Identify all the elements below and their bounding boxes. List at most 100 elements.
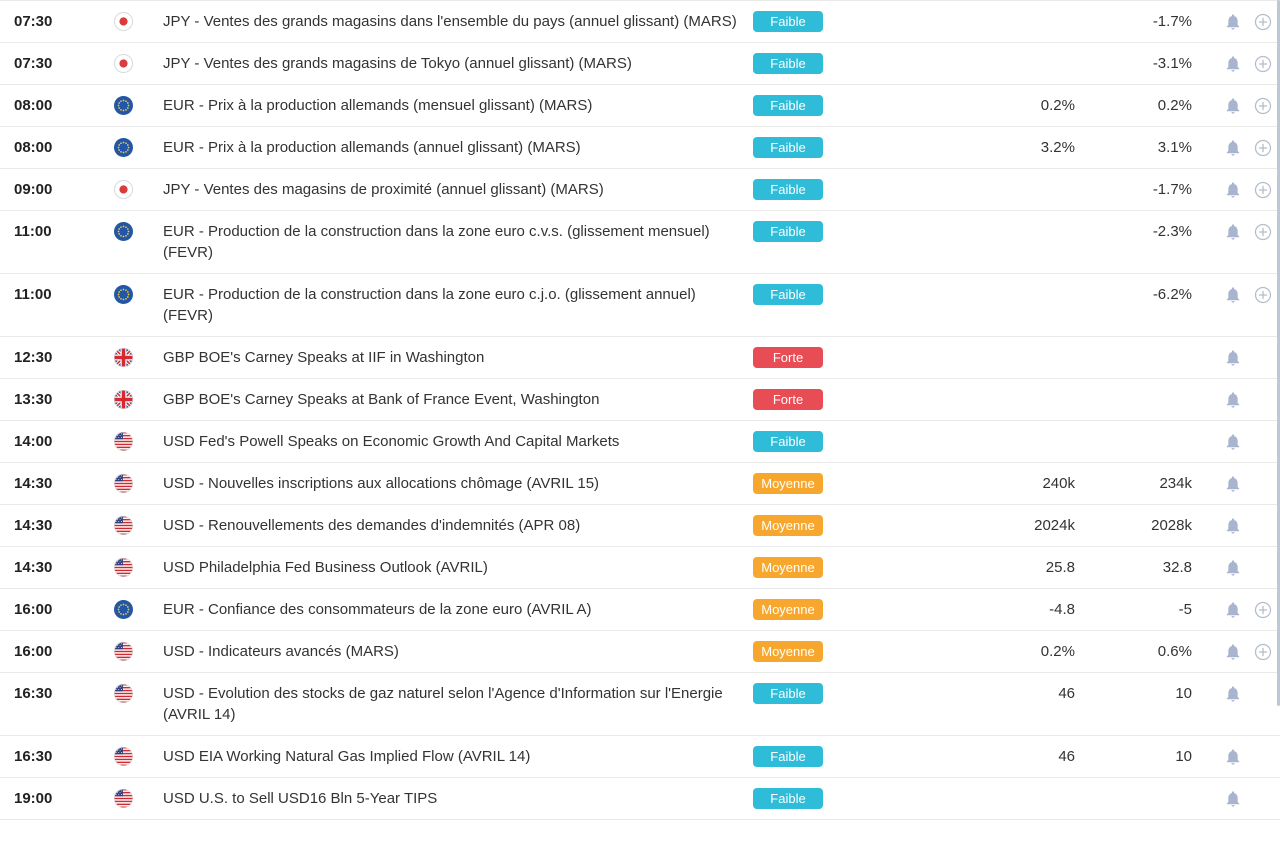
forecast-value: 240k <box>1042 475 1075 492</box>
bell-icon[interactable] <box>1218 221 1248 242</box>
previous-value: 0.6% <box>1157 643 1192 660</box>
plus-circle-icon[interactable] <box>1248 137 1278 158</box>
previous-value: -1.7% <box>1152 13 1192 30</box>
bell-icon[interactable] <box>1218 788 1248 809</box>
event-row: 16:00 USD - Indicateurs avancés (MARS) M… <box>0 631 1280 673</box>
event-row: 14:30 USD Philadelphia Fed Business Outl… <box>0 547 1280 589</box>
event-row: 12:30 GBP BOE's Carney Speaks at IIF in … <box>0 337 1280 379</box>
uk-flag-icon <box>114 390 133 409</box>
usa-flag-icon <box>114 684 133 703</box>
previous-value: -2.3% <box>1152 223 1192 240</box>
impact-badge: Moyenne <box>753 473 823 494</box>
event-row: 08:00 EUR - Prix à la production alleman… <box>0 127 1280 169</box>
previous-value: 3.1% <box>1157 139 1192 156</box>
forecast-value: 25.8 <box>1045 559 1075 576</box>
bell-icon[interactable] <box>1218 746 1248 767</box>
bell-icon[interactable] <box>1218 641 1248 662</box>
previous-value: 2028k <box>1151 517 1192 534</box>
event-title: EUR - Prix à la production allemands (me… <box>163 97 593 114</box>
event-title: JPY - Ventes des magasins de proximité (… <box>163 181 604 198</box>
impact-badge: Forte <box>753 347 823 368</box>
impact-badge: Faible <box>753 137 823 158</box>
bell-icon[interactable] <box>1218 179 1248 200</box>
event-time: 16:00 <box>14 601 53 618</box>
plus-circle-icon[interactable] <box>1248 95 1278 116</box>
eurozone-flag-icon <box>114 96 133 115</box>
bell-icon[interactable] <box>1218 137 1248 158</box>
economic-calendar: 07:30 JPY - Ventes des grands magasins d… <box>0 0 1280 820</box>
event-time: 11:00 <box>14 286 52 303</box>
previous-value: 0.2% <box>1157 97 1192 114</box>
impact-badge: Faible <box>753 179 823 200</box>
bell-icon[interactable] <box>1218 473 1248 494</box>
plus-circle-icon[interactable] <box>1248 641 1278 662</box>
plus-circle-icon[interactable] <box>1248 221 1278 242</box>
event-title: EUR - Production de la construction dans… <box>163 286 696 324</box>
previous-value: 234k <box>1159 475 1192 492</box>
bell-icon[interactable] <box>1218 515 1248 536</box>
bell-icon[interactable] <box>1218 599 1248 620</box>
impact-badge: Faible <box>753 95 823 116</box>
usa-flag-icon <box>114 747 133 766</box>
previous-value: -3.1% <box>1152 55 1192 72</box>
impact-badge: Moyenne <box>753 557 823 578</box>
event-row: 07:30 JPY - Ventes des grands magasins d… <box>0 43 1280 85</box>
event-title: GBP BOE's Carney Speaks at IIF in Washin… <box>163 349 485 366</box>
eurozone-flag-icon <box>114 600 133 619</box>
bell-icon[interactable] <box>1218 284 1248 305</box>
event-time: 16:30 <box>14 685 53 702</box>
previous-value: -5 <box>1178 601 1192 618</box>
event-time: 14:30 <box>14 475 53 492</box>
event-row: 08:00 EUR - Prix à la production alleman… <box>0 85 1280 127</box>
event-time: 16:00 <box>14 643 53 660</box>
uk-flag-icon <box>114 348 133 367</box>
bell-icon[interactable] <box>1218 11 1248 32</box>
bell-icon[interactable] <box>1218 557 1248 578</box>
japan-flag-icon <box>114 12 133 31</box>
plus-circle-icon[interactable] <box>1248 53 1278 74</box>
plus-circle-icon[interactable] <box>1248 11 1278 32</box>
bell-icon[interactable] <box>1218 683 1248 704</box>
event-title: USD U.S. to Sell USD16 Bln 5-Year TIPS <box>163 790 438 807</box>
event-time: 08:00 <box>14 139 53 156</box>
bell-icon[interactable] <box>1218 389 1248 410</box>
event-title: USD - Indicateurs avancés (MARS) <box>163 643 399 660</box>
event-time: 14:30 <box>14 517 53 534</box>
event-row: 19:00 USD U.S. to Sell USD16 Bln 5-Year … <box>0 778 1280 820</box>
event-time: 11:00 <box>14 223 52 240</box>
previous-value: 10 <box>1175 748 1192 765</box>
previous-value: -6.2% <box>1152 286 1192 303</box>
bell-icon[interactable] <box>1218 53 1248 74</box>
event-title: GBP BOE's Carney Speaks at Bank of Franc… <box>163 391 600 408</box>
event-title: EUR - Confiance des consommateurs de la … <box>163 601 592 618</box>
event-row: 14:00 USD Fed's Powell Speaks on Economi… <box>0 421 1280 463</box>
event-title: EUR - Prix à la production allemands (an… <box>163 139 581 156</box>
japan-flag-icon <box>114 54 133 73</box>
forecast-value: 46 <box>1058 685 1075 702</box>
usa-flag-icon <box>114 789 133 808</box>
usa-flag-icon <box>114 474 133 493</box>
impact-badge: Faible <box>753 221 823 242</box>
event-time: 07:30 <box>14 13 53 30</box>
forecast-value: 3.2% <box>1040 139 1075 156</box>
bell-icon[interactable] <box>1218 347 1248 368</box>
event-row: 11:00 EUR - Production de la constructio… <box>0 274 1280 337</box>
scrollbar-thumb[interactable] <box>1277 0 1280 706</box>
event-time: 16:30 <box>14 748 53 765</box>
event-title: USD Philadelphia Fed Business Outlook (A… <box>163 559 488 576</box>
event-time: 12:30 <box>14 349 53 366</box>
event-time: 08:00 <box>14 97 53 114</box>
plus-circle-icon[interactable] <box>1248 599 1278 620</box>
impact-badge: Faible <box>753 11 823 32</box>
impact-badge: Faible <box>753 53 823 74</box>
plus-circle-icon[interactable] <box>1248 284 1278 305</box>
forecast-value: 0.2% <box>1040 97 1075 114</box>
event-title: JPY - Ventes des grands magasins dans l'… <box>163 13 737 30</box>
event-time: 14:30 <box>14 559 53 576</box>
impact-badge: Moyenne <box>753 515 823 536</box>
impact-badge: Faible <box>753 284 823 305</box>
plus-circle-icon[interactable] <box>1248 179 1278 200</box>
bell-icon[interactable] <box>1218 95 1248 116</box>
event-row: 09:00 JPY - Ventes des magasins de proxi… <box>0 169 1280 211</box>
bell-icon[interactable] <box>1218 431 1248 452</box>
